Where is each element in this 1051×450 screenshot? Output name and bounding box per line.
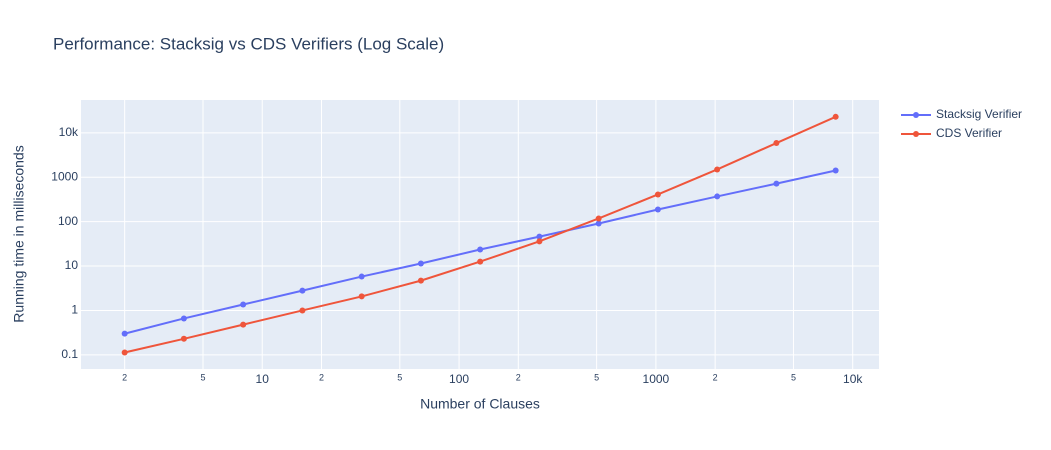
- point: [240, 321, 247, 328]
- point: [240, 301, 247, 308]
- chart-title: Performance: Stacksig vs CDS Verifiers (…: [53, 34, 444, 53]
- x-tick-label: 10k: [843, 372, 863, 386]
- point: [121, 349, 128, 356]
- x-tick-label: 2: [516, 372, 521, 382]
- point: [654, 191, 661, 198]
- point: [180, 315, 187, 322]
- point: [595, 220, 602, 227]
- y-tick-label: 100: [58, 214, 78, 228]
- point: [773, 140, 780, 147]
- x-tick-label: 5: [594, 372, 599, 382]
- x-tick-label: 2: [713, 372, 718, 382]
- point: [595, 215, 602, 222]
- legend-label: CDS Verifier: [936, 126, 1002, 140]
- x-tick-label: 5: [397, 372, 402, 382]
- point: [299, 307, 306, 314]
- y-tick-label: 1: [71, 303, 78, 317]
- point: [477, 258, 484, 265]
- point: [358, 273, 365, 280]
- x-tick-label: 10: [256, 372, 270, 386]
- x-tick-label: 2: [319, 372, 324, 382]
- point: [417, 277, 424, 284]
- x-tick-label: 100: [449, 372, 469, 386]
- y-tick-label: 1000: [51, 169, 78, 183]
- plot-area: [81, 100, 879, 369]
- legend-label: Stacksig Verifier: [936, 107, 1022, 121]
- point: [714, 193, 721, 200]
- point: [358, 293, 365, 300]
- point: [832, 167, 839, 174]
- y-tick-label: 0.1: [61, 347, 78, 361]
- point: [299, 287, 306, 294]
- legend-marker: [913, 112, 919, 118]
- x-tick-label: 5: [200, 372, 205, 382]
- point: [773, 180, 780, 187]
- point: [180, 335, 187, 342]
- x-tick-label: 5: [791, 372, 796, 382]
- point: [121, 330, 128, 337]
- point: [714, 166, 721, 173]
- y-tick-label: 10k: [59, 125, 79, 139]
- legend-marker: [913, 131, 919, 137]
- point: [536, 238, 543, 245]
- y-axis-title: Running time in milliseconds: [11, 145, 27, 322]
- point: [832, 113, 839, 120]
- point: [417, 260, 424, 267]
- x-tick-label: 1000: [643, 372, 670, 386]
- x-axis-title: Number of Clauses: [420, 396, 540, 412]
- point: [477, 246, 484, 253]
- x-tick-label: 2: [122, 372, 127, 382]
- point: [654, 206, 661, 213]
- point: [536, 233, 543, 240]
- y-tick-label: 10: [65, 258, 79, 272]
